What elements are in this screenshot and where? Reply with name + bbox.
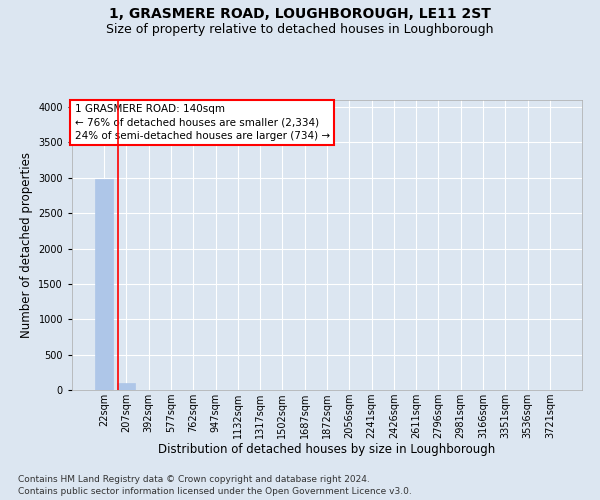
Text: 1, GRASMERE ROAD, LOUGHBOROUGH, LE11 2ST: 1, GRASMERE ROAD, LOUGHBOROUGH, LE11 2ST bbox=[109, 8, 491, 22]
Y-axis label: Number of detached properties: Number of detached properties bbox=[20, 152, 32, 338]
Text: Distribution of detached houses by size in Loughborough: Distribution of detached houses by size … bbox=[158, 442, 496, 456]
Text: 1 GRASMERE ROAD: 140sqm
← 76% of detached houses are smaller (2,334)
24% of semi: 1 GRASMERE ROAD: 140sqm ← 76% of detache… bbox=[74, 104, 329, 141]
Text: Size of property relative to detached houses in Loughborough: Size of property relative to detached ho… bbox=[106, 22, 494, 36]
Text: Contains public sector information licensed under the Open Government Licence v3: Contains public sector information licen… bbox=[18, 488, 412, 496]
Bar bbox=[118, 382, 136, 390]
Text: Contains HM Land Registry data © Crown copyright and database right 2024.: Contains HM Land Registry data © Crown c… bbox=[18, 475, 370, 484]
Bar bbox=[95, 178, 113, 390]
